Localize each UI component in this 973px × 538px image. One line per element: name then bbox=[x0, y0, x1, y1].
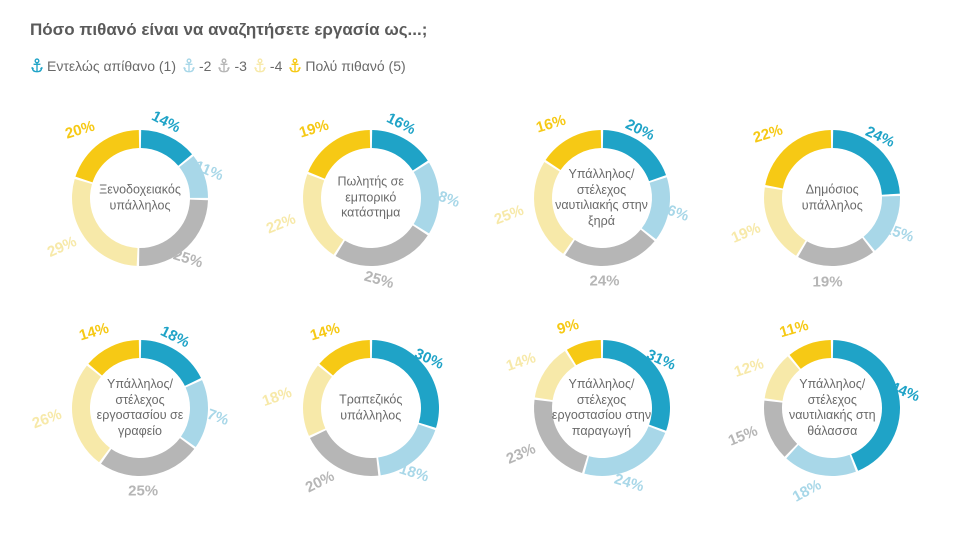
donut-chart: 30%18%20%18%14% Τραπεζικός υπάλληλος bbox=[261, 308, 481, 508]
donut-chart: 20%16%24%25%16% Υπάλληλος/ στέλεχος ναυτ… bbox=[492, 98, 712, 298]
donut-center-label: Υπάλληλος/ στέλεχος ναυτιλιακής στη θάλα… bbox=[777, 377, 887, 440]
donut-center-label: Πωλητής σε εμπορικό κατάστημα bbox=[316, 175, 426, 222]
donut-chart: 24%15%19%19%22% Δημόσιος υπάλληλος bbox=[722, 98, 942, 298]
slice-label: 25% bbox=[128, 482, 158, 499]
charts-grid: 14%11%25%29%20% Ξενοδοχειακός υπάλληλος … bbox=[30, 98, 943, 508]
anchor-icon bbox=[288, 58, 302, 74]
donut-slice bbox=[787, 445, 857, 476]
donut-slice bbox=[790, 340, 832, 369]
legend-item: -3 bbox=[217, 58, 246, 74]
donut-center-label: Υπάλληλος/ στέλεχος ναυτιλιακής στην ξηρ… bbox=[547, 167, 657, 230]
anchor-icon bbox=[182, 58, 196, 74]
legend-item: -2 bbox=[182, 58, 211, 74]
donut-slice bbox=[545, 130, 601, 170]
legend-item: Πολύ πιθανό (5) bbox=[288, 58, 405, 74]
legend-item: Εντελώς απίθανο (1) bbox=[30, 58, 176, 74]
legend: Εντελώς απίθανο (1) -2 -3 -4 Πολύ πιθανό… bbox=[30, 58, 943, 74]
donut-slice bbox=[75, 130, 139, 182]
donut-slice bbox=[141, 130, 192, 166]
donut-chart: 14%11%25%29%20% Ξενοδοχειακός υπάλληλος bbox=[30, 98, 250, 298]
legend-label: -2 bbox=[199, 58, 211, 74]
legend-label: Πολύ πιθανό (5) bbox=[305, 58, 405, 74]
donut-slice bbox=[101, 438, 194, 476]
legend-label: Εντελώς απίθανο (1) bbox=[47, 58, 176, 74]
donut-slice bbox=[565, 230, 655, 266]
slice-label: 24% bbox=[589, 272, 619, 289]
donut-center-label: Τραπεζικός υπάλληλος bbox=[316, 392, 426, 423]
legend-item: -4 bbox=[253, 58, 282, 74]
donut-center-label: Υπάλληλος/ στέλεχος εργοστασίου σε γραφε… bbox=[85, 377, 195, 440]
donut-center-label: Ξενοδοχειακός υπάλληλος bbox=[85, 182, 195, 213]
donut-chart: 18%17%25%26%14% Υπάλληλος/ στέλεχος εργο… bbox=[30, 308, 250, 508]
donut-slice bbox=[310, 430, 378, 476]
donut-slice bbox=[372, 130, 428, 170]
donut-chart: 16%18%25%22%19% Πωλητής σε εμπορικό κατά… bbox=[261, 98, 481, 298]
donut-slice bbox=[319, 340, 370, 375]
donut-center-label: Δημόσιος υπάλληλος bbox=[777, 182, 887, 213]
page-title: Πόσο πιθανό είναι να αναζητήσετε εργασία… bbox=[30, 20, 943, 40]
donut-slice bbox=[335, 226, 427, 266]
legend-label: -4 bbox=[270, 58, 282, 74]
legend-label: -3 bbox=[234, 58, 246, 74]
donut-slice bbox=[308, 130, 370, 179]
donut-chart: 44%18%15%12%11% Υπάλληλος/ στέλεχος ναυτ… bbox=[722, 308, 942, 508]
donut-center-label: Υπάλληλος/ στέλεχος εργοστασίου στην παρ… bbox=[547, 377, 657, 440]
donut-slice bbox=[566, 340, 600, 365]
anchor-icon bbox=[217, 58, 231, 74]
anchor-icon bbox=[30, 58, 44, 74]
slice-label: 19% bbox=[813, 273, 843, 290]
anchor-icon bbox=[253, 58, 267, 74]
donut-chart: 31%24%23%14%9% Υπάλληλος/ στέλεχος εργοσ… bbox=[492, 308, 712, 508]
donut-slice bbox=[798, 238, 873, 266]
donut-slice bbox=[88, 340, 139, 375]
